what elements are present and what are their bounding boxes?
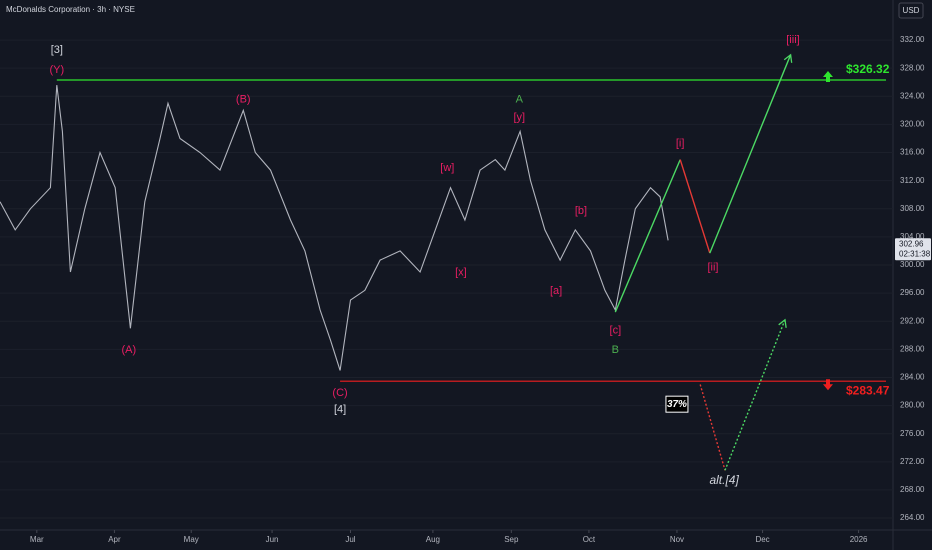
y-tick-label: 304.00 [900, 232, 925, 241]
chart-title: McDonalds Corporation · 3h · NYSE [6, 5, 135, 14]
currency: USD [903, 6, 920, 15]
wave-label: [ii] [707, 262, 718, 274]
wave-label: [b] [575, 205, 587, 217]
y-tick-label: 272.00 [900, 457, 925, 466]
wave-label: alt.[4] [709, 473, 739, 487]
price-line [0, 85, 669, 371]
projection-line [709, 53, 793, 254]
x-tick-label: Nov [670, 535, 684, 544]
wave-label: (A) [121, 344, 136, 356]
projection-line [614, 159, 681, 313]
y-tick-label: 280.00 [900, 401, 925, 410]
x-tick-label: Oct [583, 535, 596, 544]
y-tick-label: 320.00 [900, 120, 925, 129]
wave-label: [iii] [786, 34, 799, 46]
wave-label: (B) [236, 94, 251, 106]
y-tick-label: 312.00 [900, 176, 925, 185]
wave-label: B [612, 344, 619, 356]
y-tick-label: 288.00 [900, 344, 925, 353]
projection-line [724, 318, 787, 471]
countdown: 02:31:38 [899, 249, 931, 258]
x-tick-label: Aug [426, 535, 440, 544]
level-arrow [823, 379, 833, 391]
y-tick-label: 284.00 [900, 373, 925, 382]
x-tick-label: Jul [345, 535, 355, 544]
projection-line [699, 384, 726, 471]
wave-label: A [516, 94, 524, 106]
y-tick-label: 276.00 [900, 429, 925, 438]
wave-label: [a] [550, 285, 562, 297]
wave-label: [3] [51, 44, 63, 56]
wave-label: [i] [676, 137, 685, 149]
wave-label: [x] [455, 267, 467, 279]
y-tick-label: 292.00 [900, 316, 925, 325]
x-tick-label: Dec [755, 535, 769, 544]
last-price: 302.96 [899, 239, 924, 248]
y-tick-label: 268.00 [900, 485, 925, 494]
y-tick-label: 324.00 [900, 91, 925, 100]
wave-label: (C) [332, 387, 347, 399]
y-tick-label: 328.00 [900, 63, 925, 72]
x-tick-label: May [184, 535, 199, 544]
x-tick-label: Jun [266, 535, 279, 544]
projection-line [679, 159, 711, 254]
wave-label: [w] [440, 162, 454, 174]
x-tick-label: Mar [30, 535, 44, 544]
probability-box [665, 395, 689, 413]
x-tick-label: Sep [504, 535, 519, 544]
level-label: $283.47 [846, 383, 890, 397]
level-label: $326.32 [846, 62, 890, 76]
wave-label: [y] [514, 111, 526, 123]
y-tick-label: 300.00 [900, 260, 925, 269]
currency-box[interactable] [898, 2, 924, 19]
x-tick-label: 2026 [850, 535, 868, 544]
y-tick-label: 264.00 [900, 513, 925, 522]
wave-label: [4] [334, 404, 346, 416]
x-tick-label: Apr [108, 535, 121, 544]
wave-label: (Y) [49, 64, 64, 76]
price-tag [895, 238, 931, 261]
y-tick-label: 308.00 [900, 204, 925, 213]
y-tick-label: 332.00 [900, 35, 925, 44]
wave-label: [c] [610, 324, 622, 336]
plot: 264.00 268.00 272.00 276.00 280.00 284.00 288.… [0, 34, 931, 544]
y-tick-label: 296.00 [900, 288, 925, 297]
level-arrow [823, 70, 833, 82]
probability-label: 37% [667, 399, 687, 410]
y-tick-label: 316.00 [900, 148, 925, 157]
